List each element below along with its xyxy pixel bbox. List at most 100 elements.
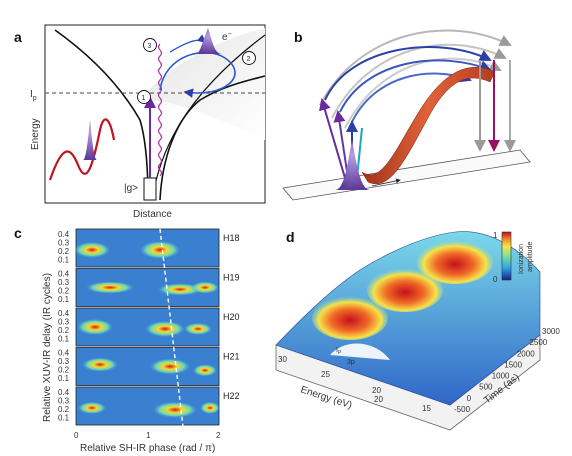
strip-h20-blob-2 [184,322,212,335]
panel-c-label: c [14,225,22,241]
distance-axis-label: Distance [133,209,172,220]
step-2-circle [242,51,256,65]
strip-h20-blob-1 [145,320,185,337]
electron-trajectory [159,51,236,98]
phase-trend-line [159,228,184,428]
strip-h21-blob-1 [150,358,190,375]
strip-h19-ytick-3: 0.1 [58,295,70,304]
ground-state-label: |g> [124,183,138,194]
panel-c-ylabel: Relative XUV-IR delay (IR cycles) [42,273,53,422]
energy-tick-15: 15 [422,404,431,413]
time-tick-5: 500 [479,383,493,392]
harmonic-label-h18: H18 [223,233,240,243]
state-3p-label: 3p [347,359,355,366]
step-3-label: 3 [148,43,152,50]
potential-right-curve [159,75,266,201]
extra-energy-tick: 20 [374,395,383,404]
energy-axis-label: Energy [30,118,41,150]
strip-h19-ytick-2: 0.2 [58,287,70,296]
panel-a: a Ip Energy Distance |g> e− 1 2 3 [14,24,266,220]
harmonic-label-h20: H20 [223,312,240,322]
strip-h19-blob-1 [158,283,202,296]
panel-c: c Relative XUV-IR delay (IR cycles) Rela… [14,225,240,454]
gray-trajectory-2 [331,43,507,119]
strip-h20-ytick-3: 0.1 [58,335,70,344]
electron-wavepacket [196,28,222,54]
peak-2 [367,268,443,312]
harmonic-label-h19: H19 [223,273,240,283]
panel-d-label: d [286,229,295,245]
time-tick-3: 1500 [504,360,522,369]
x-tick-0: 0 [74,431,79,440]
ground-state-box [143,177,157,201]
harmonic-label-h22: H22 [223,391,240,401]
strip-h18-ytick-2: 0.2 [58,247,70,256]
strip-h22-ytick-2: 0.2 [58,405,70,414]
strip-h20-ytick-1: 0.3 [58,318,70,327]
wavepacket-b [335,140,370,190]
time-tick-1: 2500 [529,338,547,347]
potential-left-curve [54,29,149,201]
x-tick-2: 2 [216,431,221,440]
time-platform [282,149,531,201]
time-tick-6: 0 [467,394,472,403]
colorbar [501,231,512,281]
energy-tick-20: 20 [372,386,381,395]
panel-b: b Time [282,29,531,201]
strip-h22-blob-0 [78,401,106,414]
step-1-circle [137,90,151,104]
strip-h22-ytick-3: 0.1 [58,414,70,423]
strip-h19-blob-0 [86,281,134,294]
strip-h20-blob-0 [77,319,113,335]
x-tick-1: 1 [146,431,151,440]
panel-d: d 30 25 20 15 Energy (eV) IP 3p 20 30002… [275,229,560,431]
laser-ribbon [361,67,496,184]
time-axis-ticks: 3000 2500 2000 1500 1000 500 0 -500 [454,327,560,414]
time-tick-2: 2000 [517,349,535,358]
ip-label: Ip [30,89,37,102]
step-1-label: 1 [142,95,146,102]
blue-trajectory-1 [324,46,492,101]
strip-h18-blob-0 [74,241,110,258]
strip-h19-blob-2 [191,281,219,294]
strip-h18-ytick-0: 0.4 [58,230,70,239]
strip-h21-ytick-2: 0.2 [58,366,70,375]
time-axis-arrow [371,178,401,187]
blue-trajectory-2 [339,59,492,113]
colorbar-title-2: amplitude [527,242,534,272]
strip-h18-ytick-3: 0.1 [58,256,70,265]
ip-marker-label: IP [336,347,342,356]
laser-field-wave [48,118,116,181]
peak-1 [312,296,388,340]
strip-h21-blob-2 [193,364,217,377]
time-tick-0: 3000 [542,327,560,336]
strip-h19-ytick-1: 0.3 [58,278,70,287]
purple-up-arrow-2 [333,110,349,179]
gray-trajectory-1 [319,29,512,106]
valley [330,343,390,360]
attosecond-pulse [83,120,97,160]
strip-h18-ytick-1: 0.3 [58,239,70,248]
colorbar-title-1: Ionization [518,244,525,274]
peak-3 [417,240,493,284]
strip-h21-ytick-0: 0.4 [58,349,70,358]
harmonic-label-h21: H21 [223,352,240,362]
strip-h21-ytick-3: 0.1 [58,374,70,383]
energy-tick-25: 25 [321,370,330,379]
panel-a-label: a [14,29,22,45]
strip-h22-blob-2 [200,401,220,414]
panel-b-label: b [294,29,303,45]
step-3-circle [143,38,157,52]
barrier-shading [140,28,265,140]
time-tick-4: 1000 [492,372,510,381]
purple-up-arrow-1 [319,98,346,179]
strip-h21-blob-0 [82,357,118,372]
step-2-label: 2 [247,56,251,63]
strip-h22-blob-1 [153,401,197,418]
strip-h22-ytick-0: 0.4 [58,388,70,397]
electron-label: e− [222,31,232,43]
colorbar-max: 1 [493,231,498,240]
colorbar-min: 0 [493,275,498,284]
time-tick-7: -500 [454,405,471,414]
